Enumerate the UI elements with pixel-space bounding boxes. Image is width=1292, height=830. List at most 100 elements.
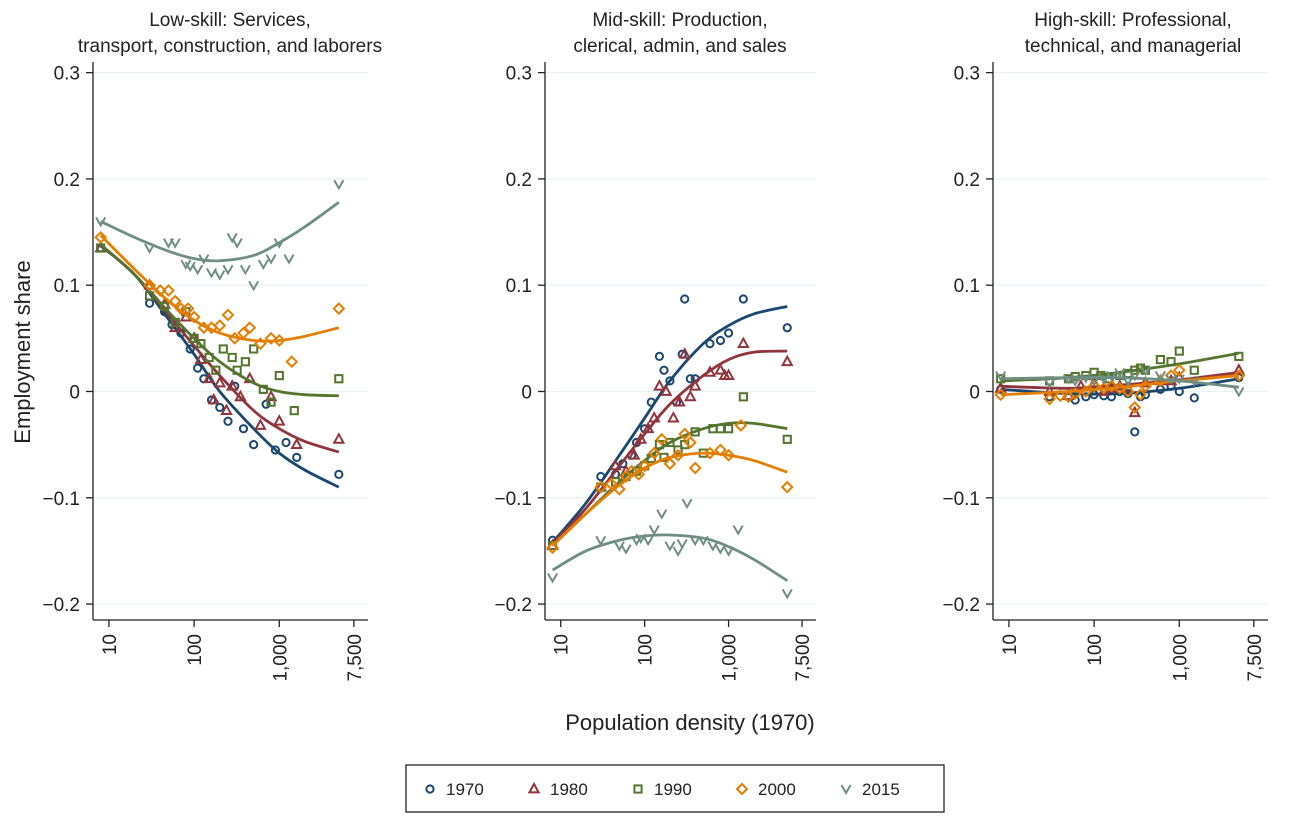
data-point bbox=[684, 389, 697, 402]
panel-title-line1: Low-skill: Services, bbox=[149, 10, 311, 31]
data-point bbox=[270, 445, 280, 455]
data-point bbox=[664, 541, 676, 552]
panel-title-line2: transport, construction, and laborers bbox=[78, 36, 382, 57]
data-point bbox=[1087, 379, 1101, 393]
data-point bbox=[1139, 365, 1151, 377]
x-tick-label: 100 bbox=[1085, 634, 1106, 666]
data-point bbox=[243, 321, 257, 335]
fit-line-2000 bbox=[99, 234, 340, 343]
x-axis-title: Population density (1970) bbox=[565, 710, 815, 735]
y-tick-label: 0.2 bbox=[54, 170, 80, 191]
legend-item-1990: 1990 bbox=[633, 780, 692, 799]
data-point bbox=[273, 414, 286, 426]
data-point bbox=[214, 270, 226, 281]
legend-marker bbox=[840, 784, 852, 796]
data-point bbox=[683, 436, 697, 449]
x-tick-label: 7,500 bbox=[793, 634, 814, 682]
series-2000 bbox=[994, 363, 1246, 414]
data-point bbox=[547, 572, 559, 584]
data-point bbox=[665, 437, 675, 448]
data-point bbox=[613, 541, 625, 552]
data-point bbox=[1174, 346, 1184, 356]
data-point bbox=[283, 254, 295, 265]
data-point bbox=[714, 363, 727, 375]
data-point bbox=[638, 459, 652, 473]
data-point bbox=[207, 392, 221, 405]
data-point bbox=[681, 498, 693, 510]
data-point bbox=[642, 535, 654, 547]
data-point bbox=[738, 294, 748, 304]
y-axis-title: Employment share bbox=[10, 260, 35, 443]
data-point bbox=[240, 357, 250, 367]
data-point bbox=[689, 535, 701, 547]
y-tick-label: −0.2 bbox=[942, 595, 980, 616]
data-point bbox=[227, 352, 237, 363]
data-point bbox=[647, 446, 661, 460]
legend-marker bbox=[527, 781, 541, 794]
data-point bbox=[334, 374, 344, 384]
series-1990 bbox=[547, 392, 792, 551]
data-point bbox=[678, 427, 692, 441]
panel-2: Mid-skill: Production, clerical, admin, a… bbox=[494, 10, 816, 682]
data-point bbox=[782, 434, 792, 444]
data-point bbox=[290, 437, 303, 450]
data-point bbox=[181, 302, 195, 315]
data-point bbox=[680, 294, 690, 304]
data-point bbox=[1128, 401, 1142, 414]
y-tick-label: −0.1 bbox=[942, 489, 980, 510]
data-point bbox=[159, 301, 170, 312]
legend-item-2000: 2000 bbox=[735, 780, 796, 799]
y-tick-label: −0.2 bbox=[42, 595, 80, 616]
fit-line-1990 bbox=[551, 421, 788, 547]
data-point bbox=[1234, 351, 1244, 362]
data-point bbox=[274, 370, 284, 381]
data-point bbox=[184, 261, 196, 273]
legend-item-2015: 2015 bbox=[840, 780, 900, 799]
data-point bbox=[654, 351, 665, 362]
data-point bbox=[1188, 376, 1200, 387]
x-tick-label: 100 bbox=[185, 634, 206, 666]
y-tick-label: 0 bbox=[69, 382, 80, 403]
legend: 1970 1980 1990 2000 2015 bbox=[405, 764, 945, 813]
data-point bbox=[198, 254, 210, 265]
panel-title-line2: clerical, admin, and sales bbox=[573, 36, 786, 57]
panel-title-line2: technical, and managerial bbox=[1025, 36, 1242, 57]
data-point bbox=[187, 310, 201, 324]
data-point bbox=[1122, 376, 1134, 387]
data-point bbox=[627, 448, 641, 460]
series-1980 bbox=[546, 336, 794, 550]
data-point bbox=[705, 339, 715, 349]
y-tick-label: −0.1 bbox=[42, 489, 80, 510]
y-tick-label: 0.2 bbox=[506, 170, 532, 191]
data-point bbox=[671, 448, 685, 462]
x-tick-label: 10 bbox=[100, 634, 121, 655]
data-point bbox=[667, 410, 680, 423]
data-point bbox=[781, 588, 793, 600]
data-point bbox=[264, 331, 278, 345]
y-tick-label: −0.2 bbox=[494, 595, 532, 616]
data-point bbox=[94, 230, 108, 244]
data-point bbox=[1121, 385, 1135, 398]
data-point bbox=[723, 328, 734, 338]
data-point bbox=[162, 284, 175, 297]
data-point bbox=[1128, 405, 1142, 418]
data-point bbox=[220, 403, 233, 416]
data-point bbox=[688, 461, 702, 475]
legend-label: 2000 bbox=[758, 780, 796, 799]
data-point bbox=[231, 238, 243, 249]
data-point bbox=[1189, 365, 1199, 375]
data-point bbox=[238, 424, 249, 434]
data-point bbox=[1053, 389, 1067, 403]
data-point bbox=[1134, 388, 1147, 402]
data-point bbox=[248, 280, 260, 292]
data-point bbox=[715, 335, 726, 346]
data-point bbox=[1105, 379, 1118, 393]
legend-label: 1970 bbox=[446, 780, 484, 799]
data-point bbox=[1130, 427, 1140, 437]
x-tick-label: 1,000 bbox=[270, 634, 291, 682]
fit-line-2015 bbox=[1000, 375, 1239, 389]
legend-marker bbox=[633, 784, 643, 794]
legend-label: 1980 bbox=[550, 780, 588, 799]
y-tick-label: 0.1 bbox=[506, 276, 532, 297]
